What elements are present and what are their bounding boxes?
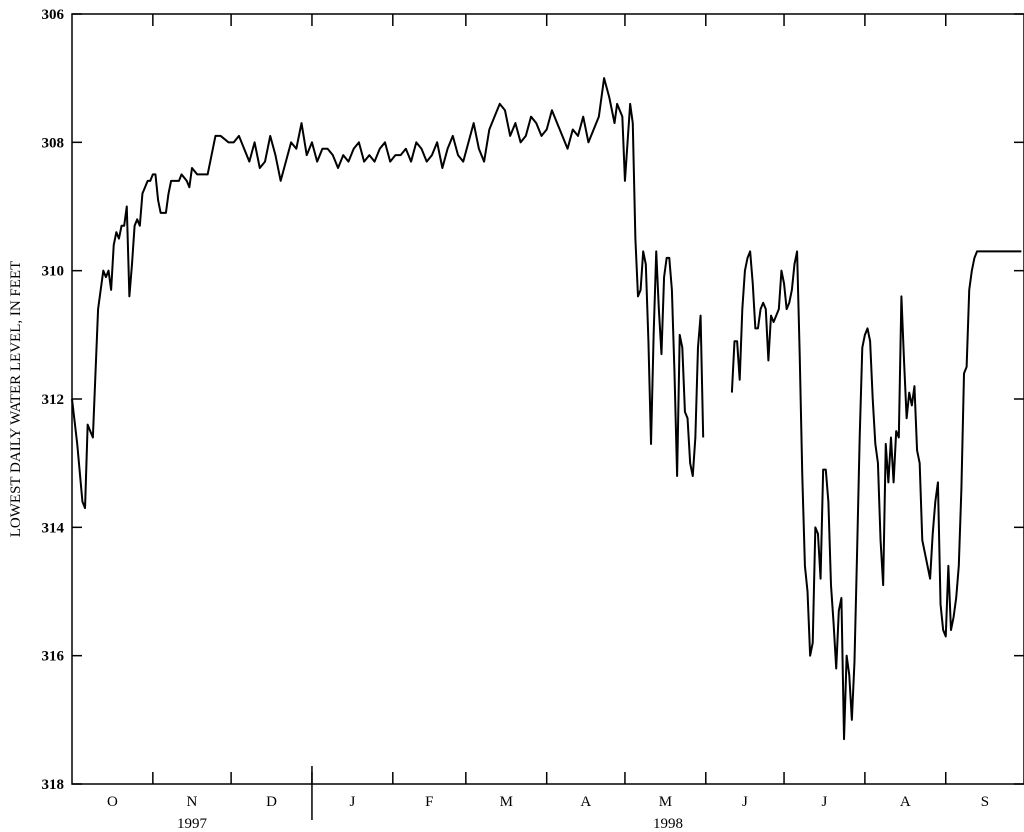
x-axis-ticks: O N D J F M A M J J A S 1997 1998 xyxy=(107,14,989,832)
month-label: A xyxy=(900,794,911,810)
y-tick-label: 316 xyxy=(42,649,65,665)
series-line xyxy=(71,77,705,510)
y-tick-label: 312 xyxy=(42,392,65,408)
y-tick-label: 314 xyxy=(42,520,65,536)
month-label: M xyxy=(500,794,513,810)
month-label: J xyxy=(742,794,748,810)
month-label: J xyxy=(822,794,828,810)
month-label: S xyxy=(981,794,989,810)
month-label: N xyxy=(187,794,198,810)
y-tick-label: 308 xyxy=(42,135,65,151)
y-axis-label: LOWEST DAILY WATER LEVEL, IN FEET xyxy=(8,261,24,538)
plot-frame xyxy=(71,13,1024,785)
y-tick-label: 306 xyxy=(42,7,65,23)
y-axis-ticks: 306 308 310 312 314 316 318 xyxy=(42,7,1024,793)
month-label: D xyxy=(266,794,277,810)
year-label: 1997 xyxy=(177,816,208,832)
month-label: A xyxy=(580,794,591,810)
month-label: F xyxy=(425,794,433,810)
month-label: J xyxy=(349,794,355,810)
series-line xyxy=(730,250,1022,741)
year-label: 1998 xyxy=(653,816,683,832)
series-group xyxy=(71,77,1022,741)
y-tick-label: 318 xyxy=(42,777,65,793)
month-label: O xyxy=(107,794,118,810)
month-label: M xyxy=(659,794,672,810)
y-tick-label: 310 xyxy=(42,264,65,280)
